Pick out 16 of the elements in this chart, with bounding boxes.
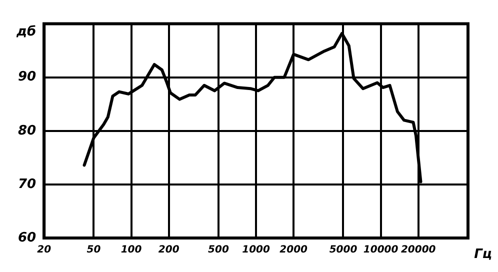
x-tick-label: 50 [86,244,101,256]
y-tick-label: 90 [18,70,36,85]
x-tick-label: 1000 [242,244,270,256]
x-tick-label: 500 [208,244,229,256]
x-tick-label: 20000 [400,244,436,256]
x-tick-label: 20 [37,244,52,256]
x-tick-label: 10000 [363,244,398,256]
x-axis-title: Гц [474,246,492,262]
y-tick-label: 80 [18,123,36,138]
x-tick-label: 5000 [329,244,358,256]
y-tick-label: 60 [18,230,36,246]
x-tick-label: 200 [158,244,180,256]
y-axis-title: дб [16,24,36,40]
x-tick-label: 100 [120,244,142,256]
x-tick-label: 2000 [280,244,308,256]
y-tick-label: 70 [18,176,36,192]
